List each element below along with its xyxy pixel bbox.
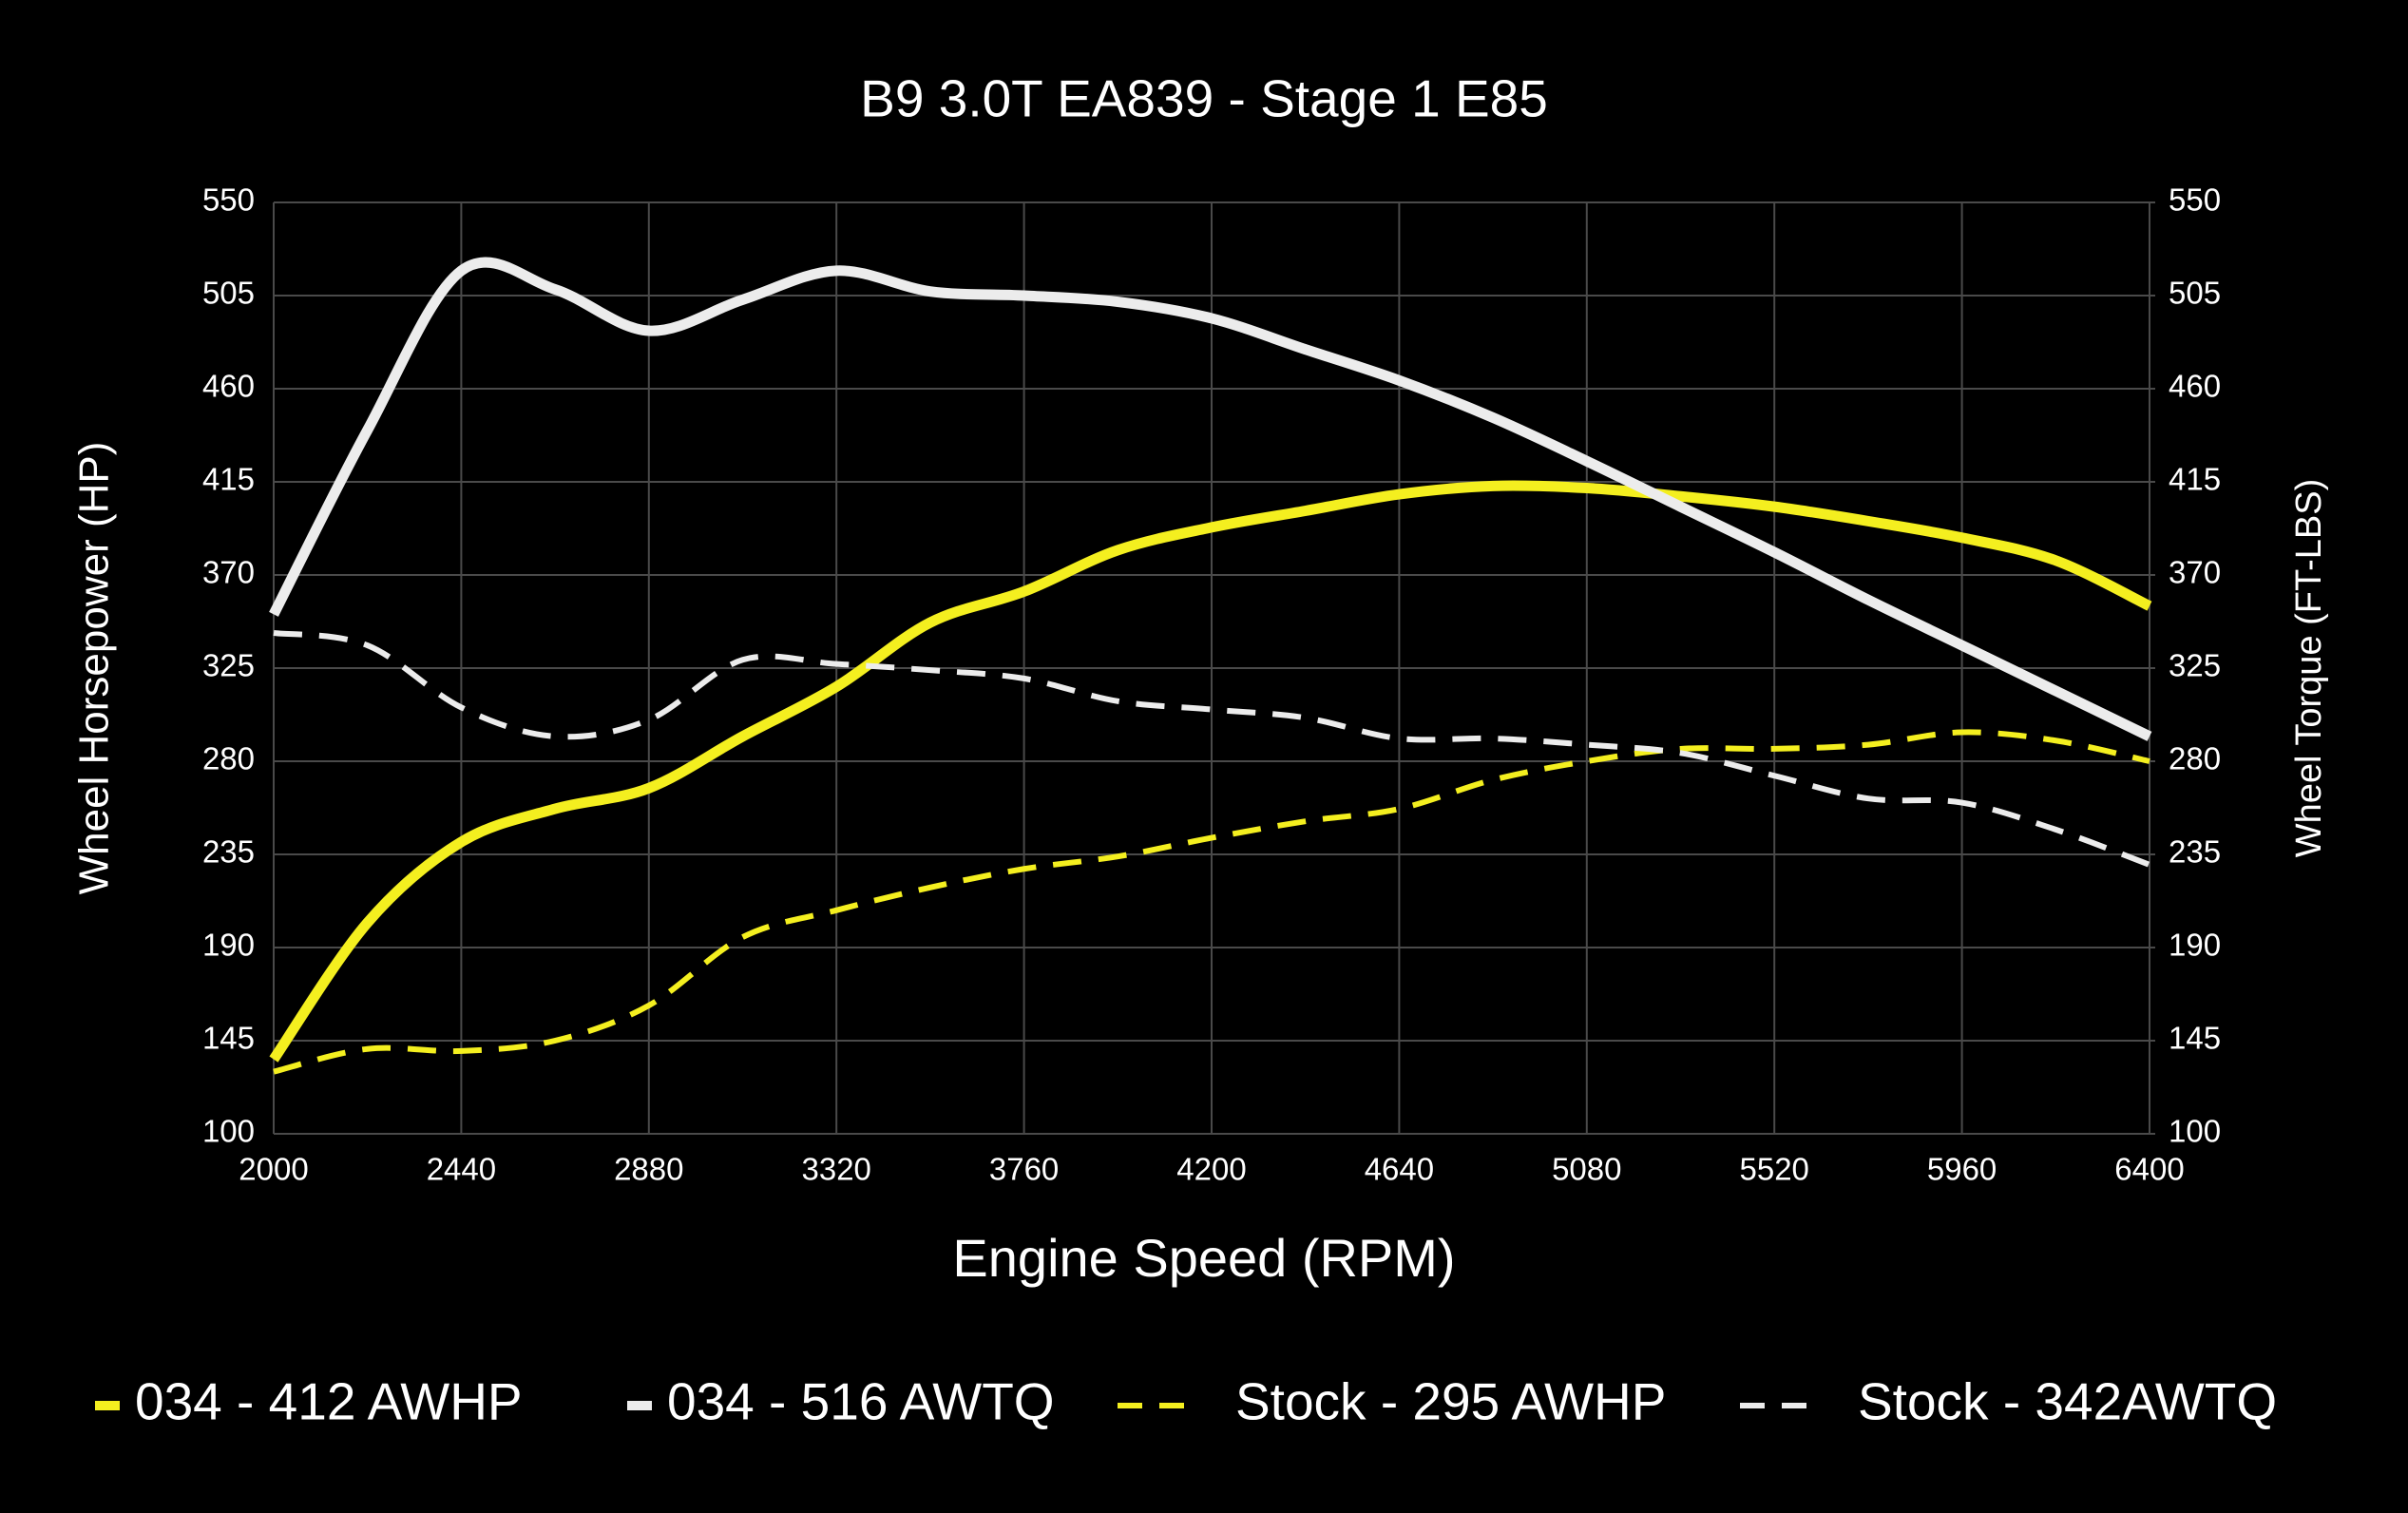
y-tick-label: 100 [202,1114,255,1149]
x-tick-label: 4640 [1365,1152,1434,1187]
x-tick-label: 5520 [1739,1152,1808,1187]
series-line [269,257,2152,741]
legend-label: Stock - 295 AWHP [1235,1372,1666,1431]
series-line [269,480,2152,1063]
x-tick-label: 5080 [1552,1152,1621,1187]
y2-tick-label: 235 [2169,834,2221,870]
y-tick-label: 325 [202,648,255,683]
x-axis-label: Engine Speed (RPM) [952,1228,1455,1288]
y2-tick-label: 280 [2169,741,2221,776]
chart-title: B9 3.0T EA839 - Stage 1 E85 [860,69,1548,128]
y-tick-label: 235 [202,834,255,870]
x-tick-label: 2880 [614,1152,683,1187]
y-tick-label: 190 [202,928,255,963]
y2-tick-label: 145 [2169,1021,2221,1056]
y-tick-label: 460 [202,369,255,404]
series-line [273,629,2151,868]
x-tick-label: 4200 [1176,1152,1246,1187]
x-tick-label: 3320 [801,1152,870,1187]
y2-axis-label: Wheel Torque (FT-LBS) [2289,479,2329,857]
y2-tick-label: 190 [2169,928,2221,963]
x-tick-label: 2000 [239,1152,308,1187]
y2-tick-label: 550 [2169,182,2221,218]
y2-tick-label: 370 [2169,555,2221,590]
y-tick-label: 415 [202,462,255,497]
y-tick-label: 370 [202,555,255,590]
x-tick-label: 2440 [427,1152,496,1187]
y-tick-label: 505 [202,276,255,311]
y2-tick-label: 100 [2169,1114,2221,1149]
y2-tick-label: 505 [2169,276,2221,311]
y2-tick-label: 325 [2169,648,2221,683]
legend-label: 034 - 412 AWHP [135,1372,523,1431]
x-tick-label: 6400 [2114,1152,2184,1187]
y2-tick-label: 415 [2169,462,2221,497]
x-tick-label: 3760 [989,1152,1059,1187]
y2-tick-label: 460 [2169,369,2221,404]
y-tick-label: 280 [202,741,255,776]
series-line [273,729,2150,1075]
legend-label: Stock - 342AWTQ [1858,1372,2277,1431]
y-axis-label: Wheel Horsepower (HP) [71,442,118,895]
y-tick-label: 145 [202,1021,255,1056]
y-tick-label: 550 [202,182,255,218]
legend-label: 034 - 516 AWTQ [667,1372,1055,1431]
x-tick-label: 5960 [1927,1152,1997,1187]
